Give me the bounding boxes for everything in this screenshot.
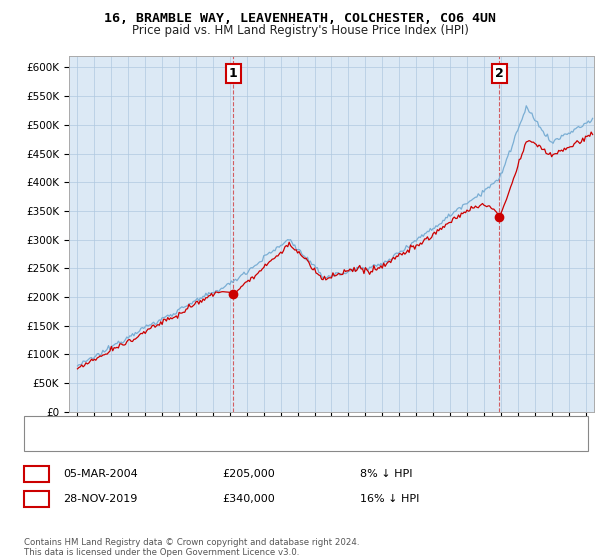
Text: ─────: ───── <box>36 436 74 449</box>
Text: £340,000: £340,000 <box>222 494 275 504</box>
Text: HPI: Average price, detached house, Babergh: HPI: Average price, detached house, Babe… <box>84 437 321 447</box>
Text: 05-MAR-2004: 05-MAR-2004 <box>63 469 138 479</box>
Text: 2: 2 <box>495 67 503 80</box>
Text: ─────: ───── <box>36 419 74 432</box>
Text: 8% ↓ HPI: 8% ↓ HPI <box>360 469 413 479</box>
Text: 16, BRAMBLE WAY, LEAVENHEATH, COLCHESTER, CO6 4UN: 16, BRAMBLE WAY, LEAVENHEATH, COLCHESTER… <box>104 12 496 25</box>
Text: 1: 1 <box>229 67 238 80</box>
Text: 2: 2 <box>32 492 41 506</box>
Text: 28-NOV-2019: 28-NOV-2019 <box>63 494 137 504</box>
Text: Price paid vs. HM Land Registry's House Price Index (HPI): Price paid vs. HM Land Registry's House … <box>131 24 469 36</box>
Text: 16% ↓ HPI: 16% ↓ HPI <box>360 494 419 504</box>
Text: £205,000: £205,000 <box>222 469 275 479</box>
Text: 16, BRAMBLE WAY, LEAVENHEATH, COLCHESTER, CO6 4UN (detached house): 16, BRAMBLE WAY, LEAVENHEATH, COLCHESTER… <box>84 421 485 431</box>
Text: Contains HM Land Registry data © Crown copyright and database right 2024.
This d: Contains HM Land Registry data © Crown c… <box>24 538 359 557</box>
Text: 1: 1 <box>32 468 41 481</box>
